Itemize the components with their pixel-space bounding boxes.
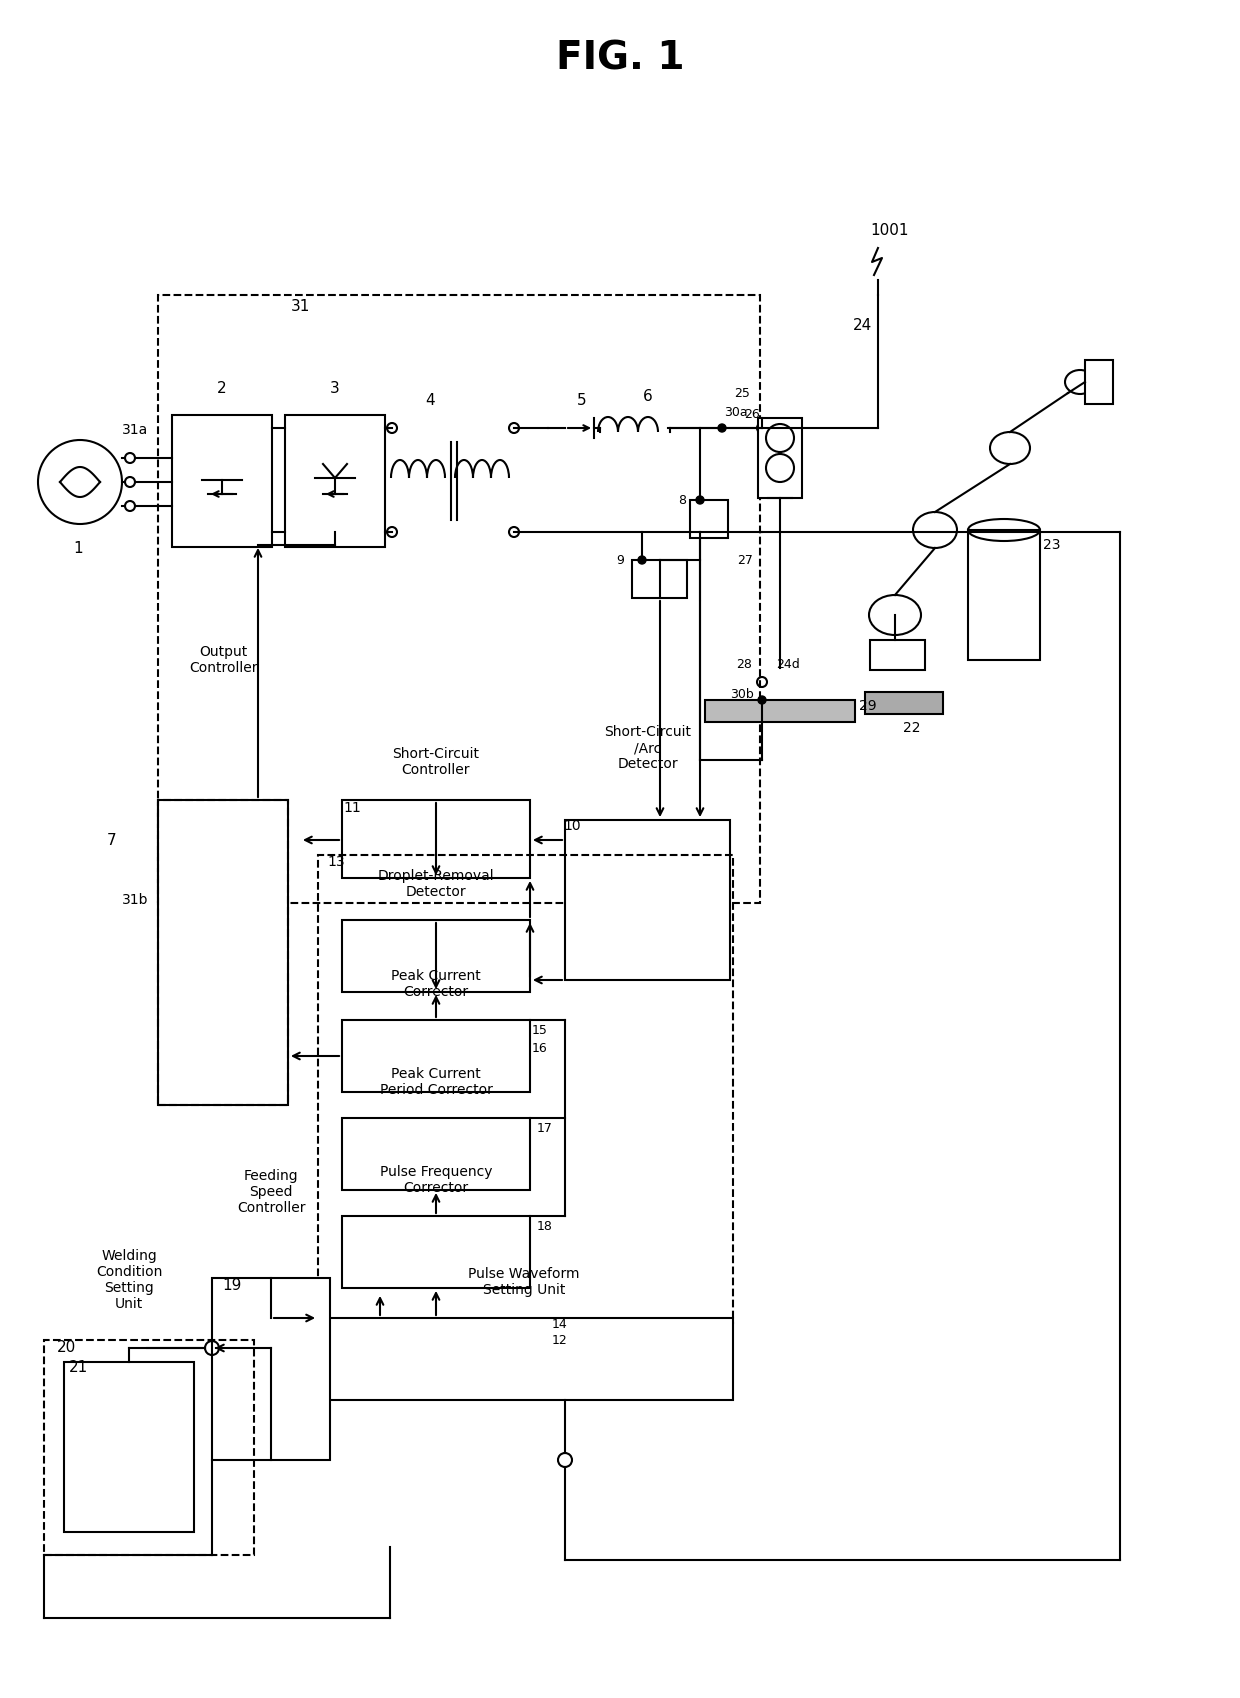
- Text: 26: 26: [744, 408, 760, 421]
- Bar: [64, 1362, 193, 1532]
- Bar: [870, 640, 925, 671]
- Text: 17: 17: [537, 1121, 553, 1134]
- Bar: [212, 1279, 330, 1460]
- Bar: [706, 700, 856, 722]
- Bar: [172, 414, 272, 547]
- Text: 5: 5: [577, 392, 587, 408]
- Text: 1001: 1001: [870, 222, 909, 238]
- Text: FIG. 1: FIG. 1: [556, 39, 684, 76]
- Text: Droplet-Removal
Detector: Droplet-Removal Detector: [378, 869, 495, 900]
- Text: 15: 15: [532, 1024, 548, 1036]
- Text: 14: 14: [552, 1318, 568, 1331]
- Text: Output
Controller: Output Controller: [188, 645, 257, 676]
- Text: Short-Circuit
Controller: Short-Circuit Controller: [393, 747, 480, 778]
- Text: Short-Circuit
/Arc
Detector: Short-Circuit /Arc Detector: [605, 725, 692, 771]
- Bar: [317, 856, 733, 1323]
- Bar: [157, 295, 760, 903]
- Bar: [342, 1020, 529, 1092]
- Text: 2: 2: [217, 380, 227, 396]
- Text: 23: 23: [1043, 538, 1060, 552]
- Text: 3: 3: [330, 380, 340, 396]
- Text: 10: 10: [563, 818, 580, 834]
- Bar: [866, 693, 942, 713]
- Text: 19: 19: [222, 1277, 242, 1292]
- Text: 9: 9: [616, 554, 624, 567]
- Bar: [43, 1340, 254, 1555]
- Text: 6: 6: [644, 389, 653, 404]
- Text: 1: 1: [73, 540, 83, 555]
- Bar: [565, 820, 730, 980]
- Text: 24: 24: [852, 318, 872, 333]
- Text: 27: 27: [737, 554, 753, 567]
- Text: Peak Current
Period Corrector: Peak Current Period Corrector: [379, 1066, 492, 1097]
- Text: 7: 7: [107, 832, 117, 847]
- Bar: [758, 418, 802, 498]
- Circle shape: [696, 496, 704, 504]
- Text: 4: 4: [425, 392, 435, 408]
- Text: Pulse Frequency
Corrector: Pulse Frequency Corrector: [379, 1165, 492, 1195]
- Text: 30b: 30b: [730, 688, 754, 701]
- Text: Feeding
Speed
Controller: Feeding Speed Controller: [237, 1168, 305, 1216]
- Bar: [342, 1117, 529, 1190]
- Bar: [157, 800, 288, 1105]
- Circle shape: [639, 555, 646, 564]
- Text: 11: 11: [343, 801, 361, 815]
- Text: Welding
Condition
Setting
Unit: Welding Condition Setting Unit: [95, 1248, 162, 1311]
- Text: 31: 31: [290, 299, 310, 314]
- Text: 28: 28: [737, 657, 751, 671]
- Bar: [342, 920, 529, 992]
- Bar: [342, 800, 529, 878]
- Text: 13: 13: [327, 856, 345, 869]
- Bar: [157, 800, 288, 1105]
- Bar: [285, 414, 384, 547]
- Text: 18: 18: [537, 1219, 553, 1233]
- Text: 31b: 31b: [122, 893, 148, 907]
- Circle shape: [718, 424, 725, 431]
- Text: 16: 16: [532, 1041, 548, 1054]
- Bar: [317, 1318, 733, 1399]
- Text: 29: 29: [859, 700, 877, 713]
- Text: 30a: 30a: [724, 406, 748, 418]
- Text: 20: 20: [56, 1340, 76, 1355]
- Text: 31a: 31a: [122, 423, 148, 436]
- Text: Pulse Waveform
Setting Unit: Pulse Waveform Setting Unit: [469, 1267, 580, 1297]
- Text: 25: 25: [734, 387, 750, 399]
- Text: 24d: 24d: [776, 657, 800, 671]
- Text: 22: 22: [903, 722, 921, 735]
- Text: 12: 12: [552, 1333, 568, 1347]
- Bar: [689, 499, 728, 538]
- Bar: [1085, 360, 1114, 404]
- Text: 21: 21: [68, 1360, 88, 1375]
- Bar: [968, 530, 1040, 661]
- Bar: [632, 560, 687, 598]
- Text: Peak Current
Corrector: Peak Current Corrector: [391, 970, 481, 998]
- Bar: [342, 1216, 529, 1289]
- Text: 8: 8: [678, 494, 686, 506]
- Circle shape: [758, 696, 766, 705]
